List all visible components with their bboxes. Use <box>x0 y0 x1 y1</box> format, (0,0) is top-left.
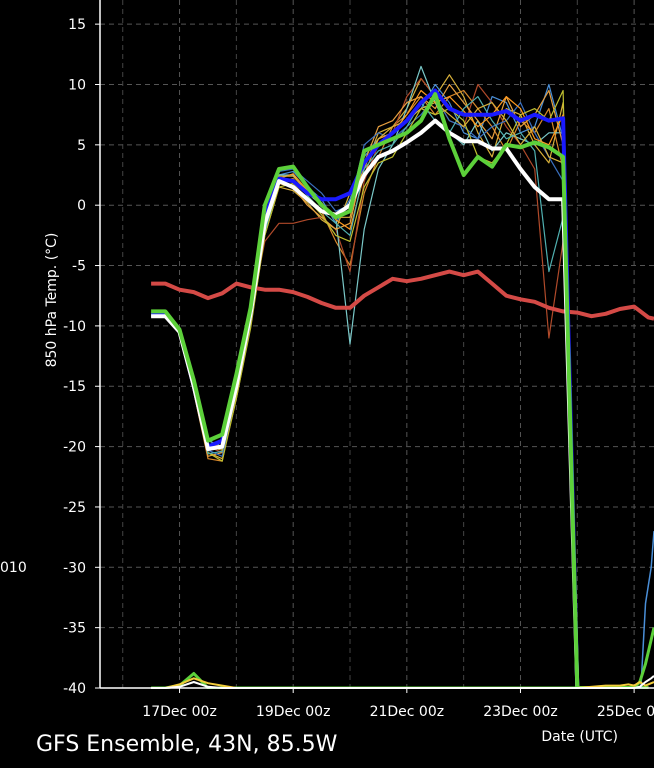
y-tick-label: -25 <box>63 500 86 516</box>
y-tick-label: -30 <box>63 560 86 576</box>
y-axis-title: 850 hPa Temp. (°C) <box>44 233 60 368</box>
y-tick-label: -10 <box>63 319 86 335</box>
y-tick-label: 15 <box>68 17 86 33</box>
axes: 15 10 5 0 -5 -10 -15 -20 -25 -30 -35 -40 17Dec 00z 19… <box>63 0 654 720</box>
y-tick-label: -5 <box>72 259 86 275</box>
y-tick-label: 5 <box>77 138 86 154</box>
cropped-edge-label: 010 <box>0 560 27 576</box>
chart-source-title: GFS Ensemble, 43N, 85.5W <box>36 732 338 757</box>
series-group <box>151 65 654 689</box>
y-tick-label: -35 <box>63 621 86 637</box>
series-line-green <box>151 92 649 689</box>
x-tick-label: 25Dec 00z <box>597 704 654 720</box>
x-tick-label: 21Dec 00z <box>370 704 445 720</box>
x-tick-label: 19Dec 00z <box>256 704 331 720</box>
y-tick-label: 10 <box>68 77 86 93</box>
series-line-red <box>151 269 654 321</box>
x-tick-label: 17Dec 00z <box>142 704 217 720</box>
y-tick-label: -15 <box>63 379 86 395</box>
x-axis-title: Date (UTC) <box>541 729 618 745</box>
y-tick-label: -20 <box>63 440 86 456</box>
y-tick-label: -40 <box>63 681 86 697</box>
grid <box>100 0 654 689</box>
y-tick-label: 0 <box>77 198 86 214</box>
x-tick-label: 23Dec 00z <box>483 704 558 720</box>
series-line-tail <box>628 531 654 689</box>
